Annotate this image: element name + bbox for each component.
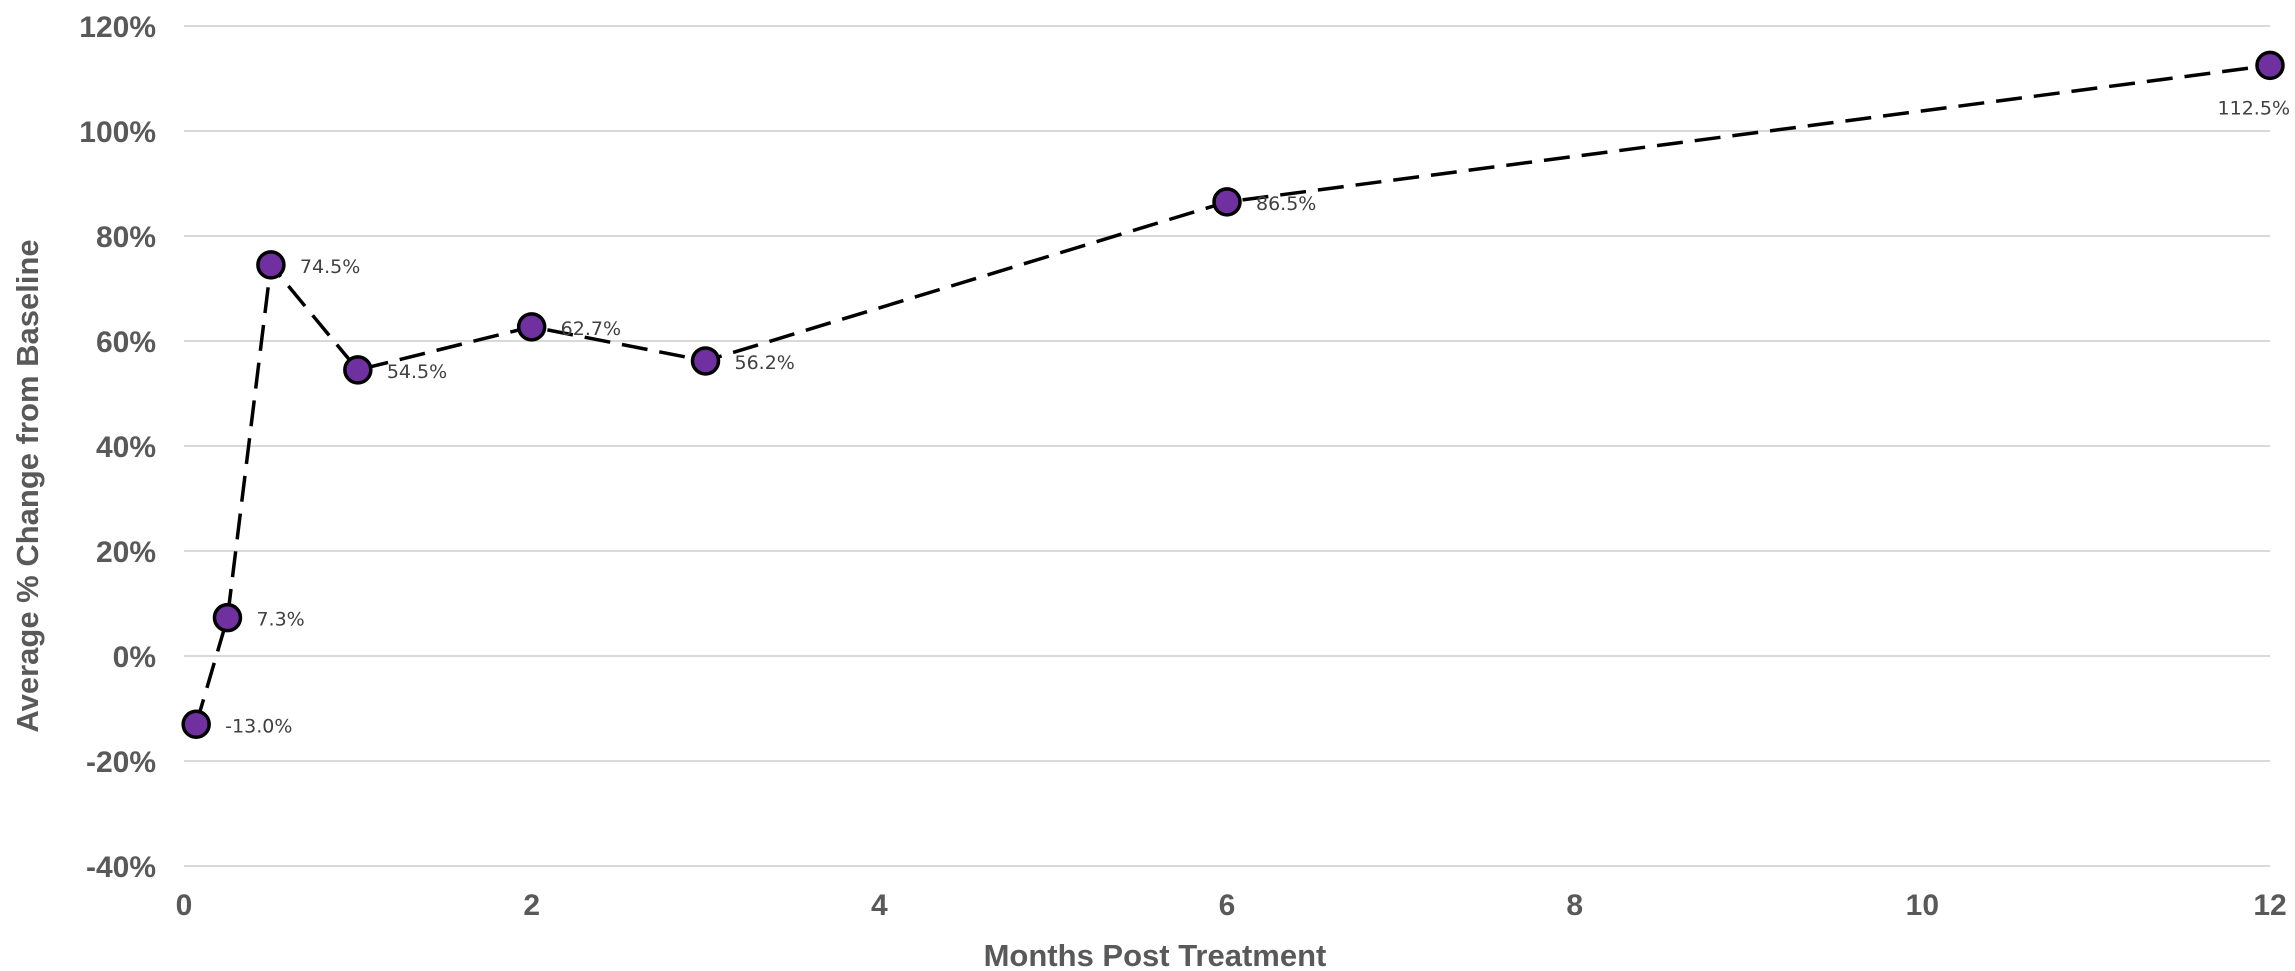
y-tick-label: 100% bbox=[79, 116, 156, 149]
data-label: 62.7% bbox=[561, 318, 621, 340]
data-point bbox=[343, 355, 373, 385]
y-tick-label: -20% bbox=[86, 746, 156, 779]
data-label: 54.5% bbox=[387, 361, 447, 383]
data-point bbox=[256, 250, 286, 280]
data-label: 112.5% bbox=[2218, 97, 2290, 119]
y-axis-ticks: -40% -20% 0% 20% 40% 60% 80% 100% 120% bbox=[79, 11, 156, 884]
data-label: 7.3% bbox=[256, 609, 304, 631]
data-labels: -13.0% 7.3% 74.5% 54.5% 62.7% 56.2% 86.5% 112.5… bbox=[225, 97, 2290, 737]
data-point bbox=[516, 312, 547, 342]
data-point bbox=[212, 602, 243, 633]
data-label: 74.5% bbox=[300, 256, 360, 278]
y-tick-label: 80% bbox=[96, 221, 156, 254]
x-tick-label: 6 bbox=[1219, 889, 1236, 922]
data-point bbox=[2255, 50, 2285, 81]
x-tick-label: 0 bbox=[176, 889, 193, 922]
x-tick-label: 8 bbox=[1566, 889, 1583, 922]
x-axis-title: Months Post Treatment bbox=[984, 938, 1327, 971]
y-tick-label: 120% bbox=[79, 11, 156, 44]
y-axis-title: Average % Change from Baseline bbox=[10, 239, 45, 732]
data-label: -13.0% bbox=[225, 715, 292, 737]
data-point bbox=[1212, 187, 1242, 217]
x-tick-label: 10 bbox=[1906, 889, 1939, 922]
y-tick-label: 0% bbox=[113, 641, 156, 674]
x-tick-label: 12 bbox=[2253, 889, 2286, 922]
series-0 bbox=[181, 50, 2285, 739]
data-point bbox=[690, 346, 721, 376]
x-tick-label: 4 bbox=[871, 889, 888, 922]
series-line bbox=[194, 63, 2271, 725]
y-tick-label: 20% bbox=[96, 536, 156, 569]
data-label: 86.5% bbox=[1256, 193, 1316, 215]
gridlines bbox=[184, 25, 2270, 867]
x-axis-ticks: 0 2 4 6 8 10 12 bbox=[176, 889, 2287, 922]
data-point bbox=[181, 709, 211, 739]
y-tick-label: 40% bbox=[96, 431, 156, 464]
x-tick-label: 2 bbox=[523, 889, 540, 922]
y-tick-label: 60% bbox=[96, 326, 156, 359]
data-label: 56.2% bbox=[735, 352, 795, 374]
y-tick-label: -40% bbox=[86, 851, 156, 884]
